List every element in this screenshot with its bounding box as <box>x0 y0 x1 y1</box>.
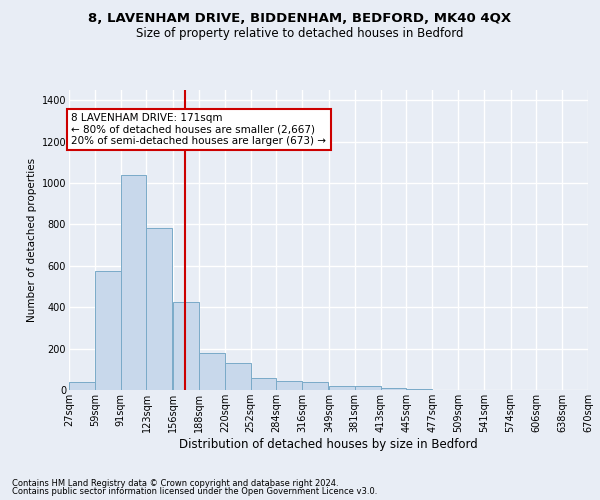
Bar <box>355 386 380 390</box>
Bar <box>146 228 172 390</box>
Bar <box>277 380 302 390</box>
Bar <box>69 382 95 390</box>
Bar <box>302 382 328 390</box>
Bar <box>406 389 432 390</box>
Bar <box>380 388 406 390</box>
Text: Contains HM Land Registry data © Crown copyright and database right 2024.: Contains HM Land Registry data © Crown c… <box>12 478 338 488</box>
Y-axis label: Number of detached properties: Number of detached properties <box>28 158 37 322</box>
Bar <box>199 353 225 390</box>
Bar <box>173 302 199 390</box>
Bar <box>121 175 146 390</box>
Bar <box>251 378 277 390</box>
Bar <box>95 271 121 390</box>
Text: 8, LAVENHAM DRIVE, BIDDENHAM, BEDFORD, MK40 4QX: 8, LAVENHAM DRIVE, BIDDENHAM, BEDFORD, M… <box>88 12 512 26</box>
Text: 8 LAVENHAM DRIVE: 171sqm
← 80% of detached houses are smaller (2,667)
20% of sem: 8 LAVENHAM DRIVE: 171sqm ← 80% of detach… <box>71 113 326 146</box>
X-axis label: Distribution of detached houses by size in Bedford: Distribution of detached houses by size … <box>179 438 478 451</box>
Text: Size of property relative to detached houses in Bedford: Size of property relative to detached ho… <box>136 28 464 40</box>
Text: Contains public sector information licensed under the Open Government Licence v3: Contains public sector information licen… <box>12 487 377 496</box>
Bar <box>225 363 251 390</box>
Bar <box>329 386 355 390</box>
